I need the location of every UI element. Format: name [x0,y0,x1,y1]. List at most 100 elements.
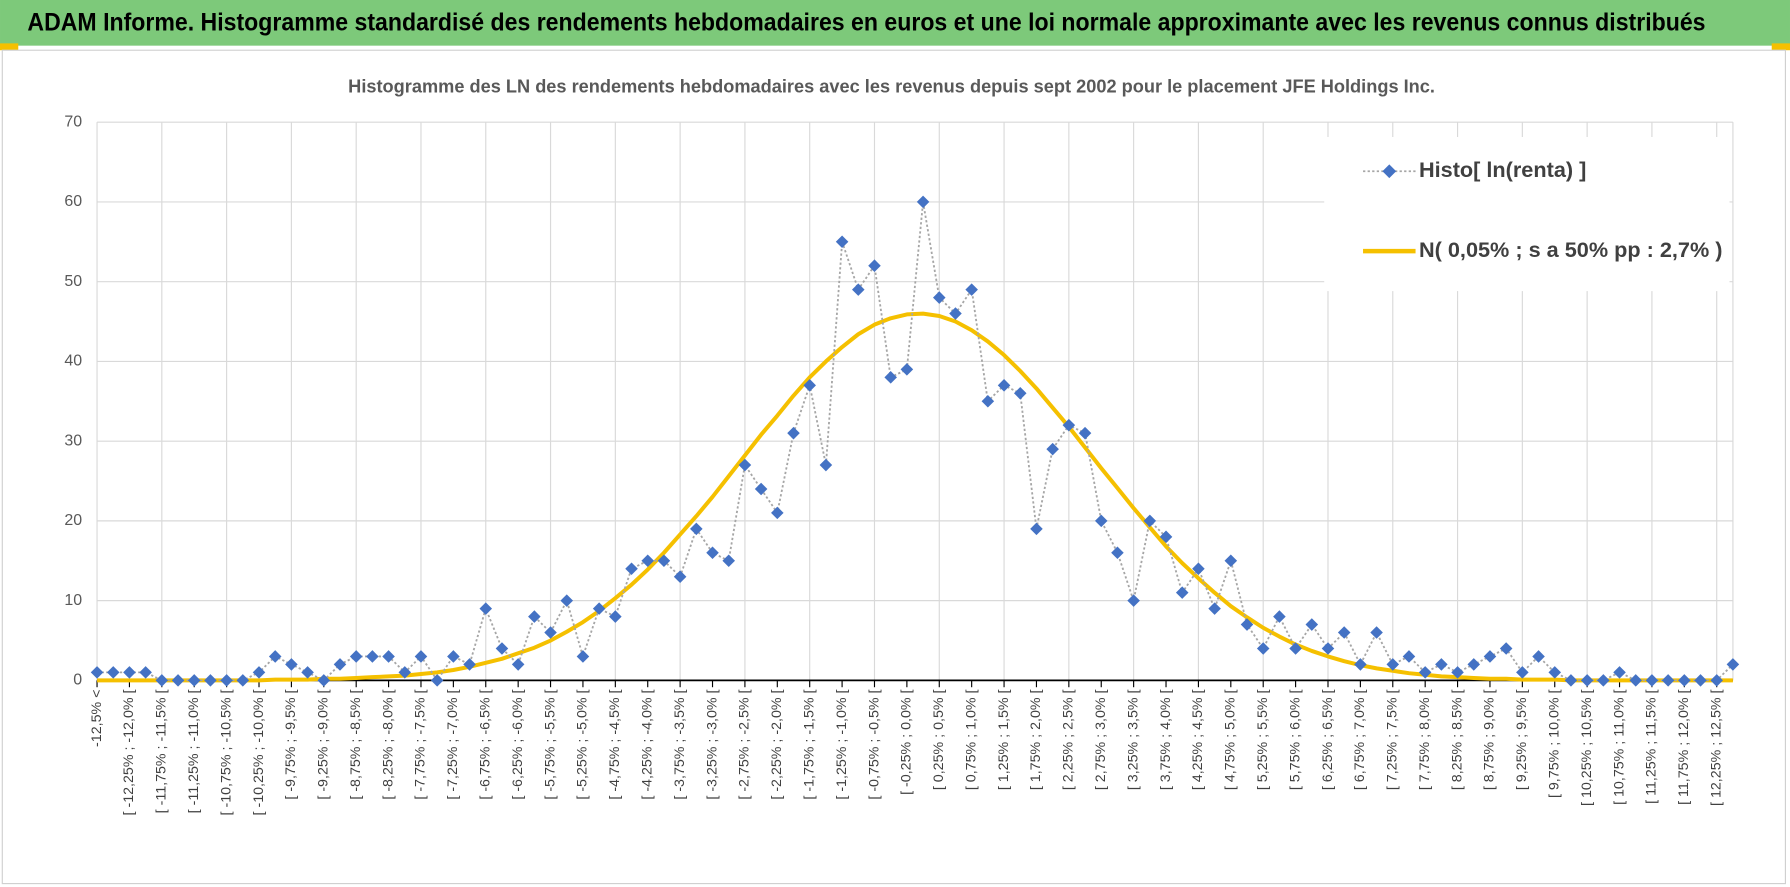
data-point [1451,666,1464,679]
x-tick-label: [ -5,75% ; -5,5% [ [542,689,558,799]
data-point [835,235,849,249]
data-point [1499,642,1513,655]
x-tick-label: [ -10,25% ; -10,0% [ [251,689,267,815]
legend-marker [1382,164,1397,179]
legend-label: N( 0,05% ; s a 50% pp : 2,7% ) [1419,237,1723,262]
data-point [1192,562,1205,576]
data-point [1613,666,1626,679]
data-point [1062,418,1076,432]
x-tick-label: [ 9,25% ; 9,5% [ [1514,689,1530,790]
data-point [884,371,897,384]
x-tick-label: [ -7,25% ; -7,0% [ [445,689,461,799]
x-tick-label: [ -8,75% ; -8,5% [ [348,689,364,799]
data-point [706,546,719,560]
x-tick-label: [ 6,75% ; 7,0% [ [1352,689,1368,790]
data-point [1370,626,1383,639]
data-point [852,283,865,296]
x-tick-label: [ 11,25% ; 11,5% [ [1644,689,1660,803]
x-tick-label: [ 11,75% ; 12,0% [ [1676,689,1692,804]
corner [0,43,19,51]
x-tick-label: [ -0,75% ; -0,5% [ [866,689,882,799]
data-point [981,394,995,408]
data-point [609,610,622,623]
data-point [1402,650,1416,663]
chart-title: Histogramme des LN des rendements hebdom… [348,76,1435,97]
y-tick-label: 0 [73,672,82,689]
data-point [625,562,638,576]
x-tick-label: [ 7,75% ; 8,0% [ [1417,689,1433,790]
x-tick-label: [ 2,75% ; 3,0% [ [1093,689,1109,790]
data-point [447,650,460,663]
x-tick-label: [ 7,25% ; 7,5% [ [1385,689,1401,790]
data-point [1273,610,1286,623]
y-tick-label: 70 [64,113,82,130]
data-point [1418,666,1432,679]
data-point [398,666,412,679]
legend-box [1324,136,1730,292]
data-point [1208,602,1221,615]
x-tick-label: [ -11,25% ; -11,0% [ [186,689,202,813]
header-title: ADAM Informe. Histogramme standardisé de… [27,9,1705,37]
x-tick-label: [ -6,25% ; -6,0% [ [510,689,526,799]
data-point [1386,658,1400,671]
data-point [1532,650,1545,663]
data-point [511,658,525,671]
data-point [495,642,509,655]
data-point [1013,387,1027,400]
data-point [1289,642,1302,655]
data-point [414,650,428,663]
x-tick-label: [ -0,25% ; 0,0% [ [899,689,915,794]
header-bar [0,0,1790,46]
data-point [560,594,574,607]
data-point [754,482,768,496]
data-point [90,666,104,679]
x-tick-label: [ -4,75% ; -4,5% [ [607,689,623,799]
x-tick-label: [ 1,75% ; 2,0% [ [1028,689,1044,790]
x-tick-label: [ -10,75% ; -10,5% [ [218,689,234,815]
corner [1771,43,1790,51]
data-point [139,666,152,679]
x-tick-label: [ -7,75% ; -7,5% [ [413,689,429,799]
x-tick-label: [ -5,25% ; -5,0% [ [575,689,591,799]
x-tick-label: [ 5,75% ; 6,0% [ [1287,689,1303,790]
data-point [1726,658,1740,671]
x-tick-label: [ 8,25% ; 8,5% [ [1449,689,1465,790]
data-point [900,363,914,376]
x-tick-label: [ 10,25% ; 10,5% [ [1579,689,1595,805]
data-point [1483,650,1497,663]
data-point [803,379,816,392]
x-tick-label: [ -8,25% ; -8,0% [ [380,689,396,799]
x-tick-label: [ 6,25% ; 6,5% [ [1320,689,1336,790]
data-point [285,658,298,671]
x-tick-label: [ 12,25% ; 12,5% [ [1708,689,1724,805]
x-tick-label: [ -9,25% ; -9,0% [ [316,689,332,799]
x-tick-label: [ -9,75% ; -9,5% [ [283,689,299,799]
x-tick-label: [ -6,75% ; -6,5% [ [478,689,494,799]
data-point [771,506,784,520]
x-tick-label: [ -1,25% ; -1,0% [ [834,689,850,799]
data-point [333,658,347,671]
data-point [592,602,606,615]
x-tick-label: [ 0,75% ; 1,0% [ [963,689,979,790]
y-tick-label: 50 [64,273,82,290]
x-tick-label: [ -11,75% ; -11,5% [ [154,689,170,813]
x-tick-label: [ 4,25% ; 4,5% [ [1190,689,1206,790]
x-tick-label: [ -4,25% ; -4,0% [ [639,689,655,799]
data-point [349,650,363,663]
chart-border [1,49,1786,885]
legend-label: Histo[ ln(renta) ] [1419,157,1586,182]
x-tick-label: [ 9,75% ; 10,0% [ [1547,689,1563,798]
y-tick-label: 40 [64,353,82,370]
data-point [106,666,120,679]
data-point [544,626,557,639]
x-tick-label: [ 5,25% ; 5,5% [ [1255,689,1271,790]
x-tick-label: [ 8,75% ; 9,0% [ [1482,689,1498,790]
data-point [1354,658,1367,671]
x-tick-label: [ 1,25% ; 1,5% [ [996,689,1012,790]
data-point [965,283,978,296]
x-tick-label: [ -12,25% ; -12,0% [ [121,689,137,815]
data-point [528,610,541,623]
x-tick-label: [ -1,75% ; -1,5% [ [801,689,817,799]
y-tick-label: 20 [64,512,82,529]
